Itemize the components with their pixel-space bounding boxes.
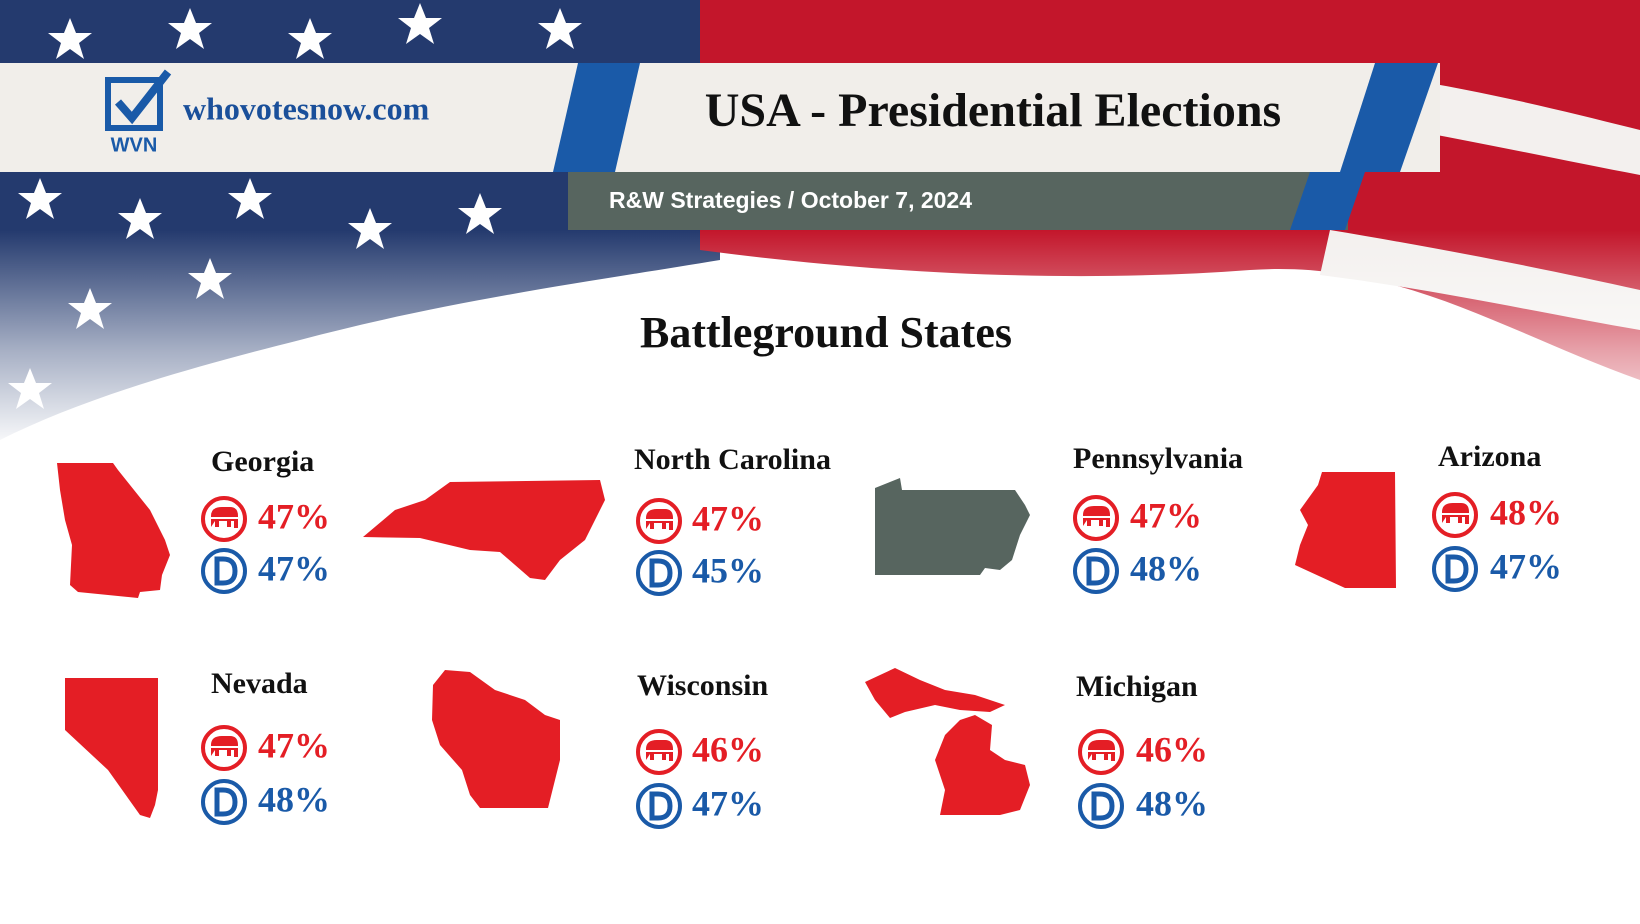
state-name: Wisconsin (637, 669, 768, 702)
header-band (0, 63, 1440, 230)
democrat-share: 48% (1130, 548, 1202, 588)
logo-text: WVN (111, 134, 158, 156)
icon-ring (201, 548, 247, 594)
republican-icon (201, 496, 247, 542)
icon-ring (1078, 729, 1124, 775)
icon-ring (1432, 546, 1478, 592)
map-michigan-upper (865, 668, 1005, 718)
democrat-icon (636, 783, 682, 829)
heading: Battleground States (640, 308, 1012, 357)
icon-ring (636, 783, 682, 829)
map-wisconsin (432, 670, 560, 808)
state-name: Georgia (211, 445, 314, 478)
democrat-icon (1078, 783, 1124, 829)
republican-icon (1073, 495, 1119, 541)
icon-ring (1432, 492, 1478, 538)
icon-ring (1078, 783, 1124, 829)
d-glyph (1086, 556, 1110, 586)
republican-share: 46% (692, 729, 764, 769)
map-pennsylvania (875, 478, 1030, 575)
republican-share: 47% (258, 725, 330, 765)
republican-share: 46% (1136, 729, 1208, 769)
democrat-icon (636, 550, 682, 596)
state-maps (57, 463, 1396, 818)
d-glyph (214, 556, 238, 586)
state-name: North Carolina (634, 443, 831, 476)
republican-share: 47% (258, 496, 330, 536)
map-arizona (1295, 472, 1396, 588)
icon-ring (201, 725, 247, 771)
icon-ring (1073, 548, 1119, 594)
site-name: whovotesnow.com (183, 90, 430, 126)
d-glyph (1445, 554, 1469, 584)
icon-ring (1073, 495, 1119, 541)
d-glyph (649, 558, 673, 588)
icon-ring (201, 779, 247, 825)
state-name: Michigan (1076, 670, 1198, 703)
icon-ring (636, 498, 682, 544)
republican-share: 47% (692, 498, 764, 538)
d-glyph (1091, 791, 1115, 821)
democrat-share: 47% (258, 548, 330, 588)
icon-ring (636, 550, 682, 596)
map-georgia (57, 463, 170, 598)
democrat-share: 47% (692, 783, 764, 823)
republican-icon (1078, 729, 1124, 775)
republican-icon (636, 498, 682, 544)
map-nevada (65, 678, 158, 818)
democrat-share: 47% (1490, 546, 1562, 586)
map-north-carolina (363, 480, 605, 580)
d-glyph (214, 787, 238, 817)
democrat-icon (1432, 546, 1478, 592)
state-name: Pennsylvania (1073, 442, 1243, 475)
logo (105, 69, 172, 131)
d-glyph (649, 791, 673, 821)
map-michigan-lower (935, 715, 1030, 815)
icon-ring (636, 729, 682, 775)
democrat-icon (201, 779, 247, 825)
icon-ring (201, 496, 247, 542)
democrat-share: 48% (258, 779, 330, 819)
republican-icon (1432, 492, 1478, 538)
republican-icon (201, 725, 247, 771)
republican-share: 48% (1490, 492, 1562, 532)
democrat-share: 48% (1136, 783, 1208, 823)
democrat-share: 45% (692, 550, 764, 590)
republican-icon (636, 729, 682, 775)
democrat-icon (201, 548, 247, 594)
democrat-icon (1073, 548, 1119, 594)
state-name: Nevada (211, 667, 308, 700)
republican-share: 47% (1130, 495, 1202, 535)
state-name: Arizona (1438, 440, 1541, 473)
subtitle: R&W Strategies / October 7, 2024 (609, 187, 972, 213)
title: USA - Presidential Elections (705, 84, 1281, 137)
